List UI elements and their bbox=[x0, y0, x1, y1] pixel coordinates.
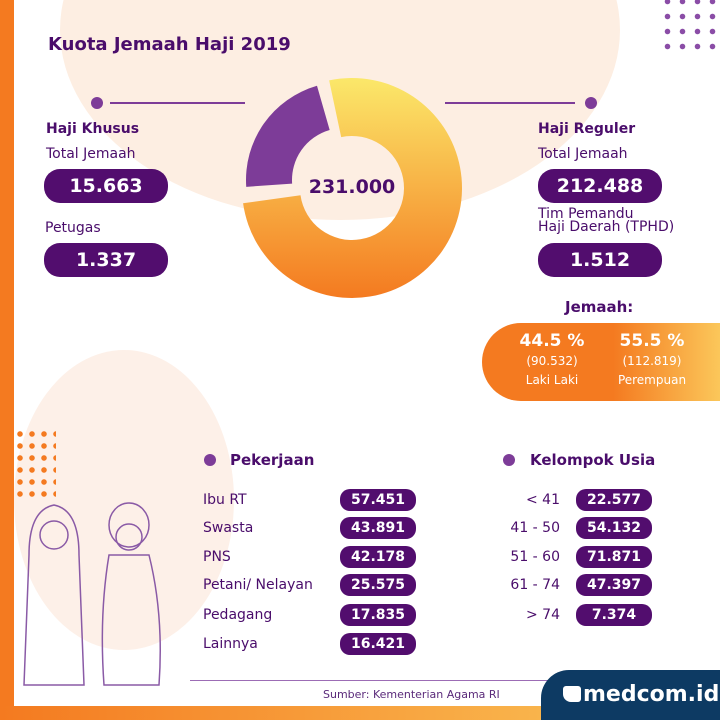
usia-label: 41 - 50 bbox=[510, 520, 560, 536]
left-orange-bar bbox=[0, 0, 14, 720]
medcom-logo: medcom.id bbox=[541, 670, 720, 720]
pekerjaan-label: Swasta bbox=[203, 520, 254, 536]
donut-segment-haji-khusus bbox=[246, 85, 330, 187]
logo-text: medcom.id bbox=[583, 682, 720, 707]
usia-value: 7.374 bbox=[576, 604, 652, 626]
usia-value: 71.871 bbox=[576, 546, 652, 568]
dot-grid-top bbox=[660, 0, 720, 50]
usia-label: < 41 bbox=[526, 492, 560, 508]
logo-mark-icon bbox=[563, 686, 581, 702]
page-title: Kuota Jemaah Haji 2019 bbox=[48, 34, 291, 55]
pekerjaan-label: Lainnya bbox=[203, 636, 258, 652]
pekerjaan-label: PNS bbox=[203, 549, 231, 565]
female-count: (112.819) bbox=[622, 354, 682, 368]
pekerjaan-value: 16.421 bbox=[340, 633, 416, 655]
male-count: (90.532) bbox=[526, 354, 578, 368]
footer-divider bbox=[190, 680, 550, 681]
male-pct: 44.5 % bbox=[519, 331, 585, 351]
male-label: Laki Laki bbox=[525, 373, 579, 387]
pekerjaan-value: 25.575 bbox=[340, 574, 416, 596]
pilgrims-illustration bbox=[23, 502, 161, 686]
pekerjaan-value: 43.891 bbox=[340, 517, 416, 539]
reguler-total-label: Total Jemaah bbox=[538, 146, 628, 162]
khusus-heading: Haji Khusus bbox=[46, 121, 140, 137]
reguler-tphd-label-2: Haji Daerah (TPHD) bbox=[538, 219, 675, 235]
gender-heading: Jemaah: bbox=[565, 298, 634, 316]
connector-line-right bbox=[445, 102, 575, 104]
usia-value: 54.132 bbox=[576, 517, 652, 539]
khusus-petugas-value: 1.337 bbox=[44, 243, 168, 277]
usia-label: > 74 bbox=[526, 607, 560, 623]
source-text: Sumber: Kementerian Agama RI bbox=[323, 688, 500, 701]
reguler-tphd-value: 1.512 bbox=[538, 243, 662, 277]
usia-bullet bbox=[503, 454, 515, 466]
pekerjaan-label: Petani/ Nelayan bbox=[203, 577, 313, 593]
bg-blob-2 bbox=[14, 350, 234, 650]
pekerjaan-value: 42.178 bbox=[340, 546, 416, 568]
usia-label: 51 - 60 bbox=[510, 549, 560, 565]
gender-panel: 44.5 % (90.532) Laki Laki 55.5 % (112.81… bbox=[482, 323, 720, 401]
connector-dot-right bbox=[585, 97, 597, 109]
pekerjaan-value: 17.835 bbox=[340, 604, 416, 626]
khusus-total-label: Total Jemaah bbox=[46, 146, 136, 162]
usia-heading: Kelompok Usia bbox=[530, 451, 656, 469]
reguler-total-value: 212.488 bbox=[538, 169, 662, 203]
pekerjaan-heading: Pekerjaan bbox=[230, 451, 315, 469]
reguler-tphd-label-1: Tim Pemandu bbox=[538, 206, 634, 222]
reguler-heading: Haji Reguler bbox=[538, 121, 636, 137]
pekerjaan-label: Pedagang bbox=[203, 607, 273, 623]
usia-value: 22.577 bbox=[576, 489, 652, 511]
connector-dot-left bbox=[91, 97, 103, 109]
donut-segment-haji-reguler bbox=[243, 78, 462, 298]
donut-chart bbox=[243, 78, 462, 298]
pekerjaan-label: Ibu RT bbox=[203, 492, 247, 508]
bottom-orange-bar bbox=[0, 706, 720, 720]
khusus-petugas-label: Petugas bbox=[45, 220, 101, 236]
usia-label: 61 - 74 bbox=[510, 577, 560, 593]
khusus-total-value: 15.663 bbox=[44, 169, 168, 203]
female-pct: 55.5 % bbox=[619, 331, 685, 351]
dot-grid-left bbox=[14, 428, 56, 498]
usia-value: 47.397 bbox=[576, 574, 652, 596]
connector-line-left bbox=[110, 102, 245, 104]
pekerjaan-value: 57.451 bbox=[340, 489, 416, 511]
donut-center-label: 231.000 bbox=[308, 176, 396, 198]
female-label: Perempuan bbox=[617, 373, 687, 387]
pekerjaan-bullet bbox=[204, 454, 216, 466]
